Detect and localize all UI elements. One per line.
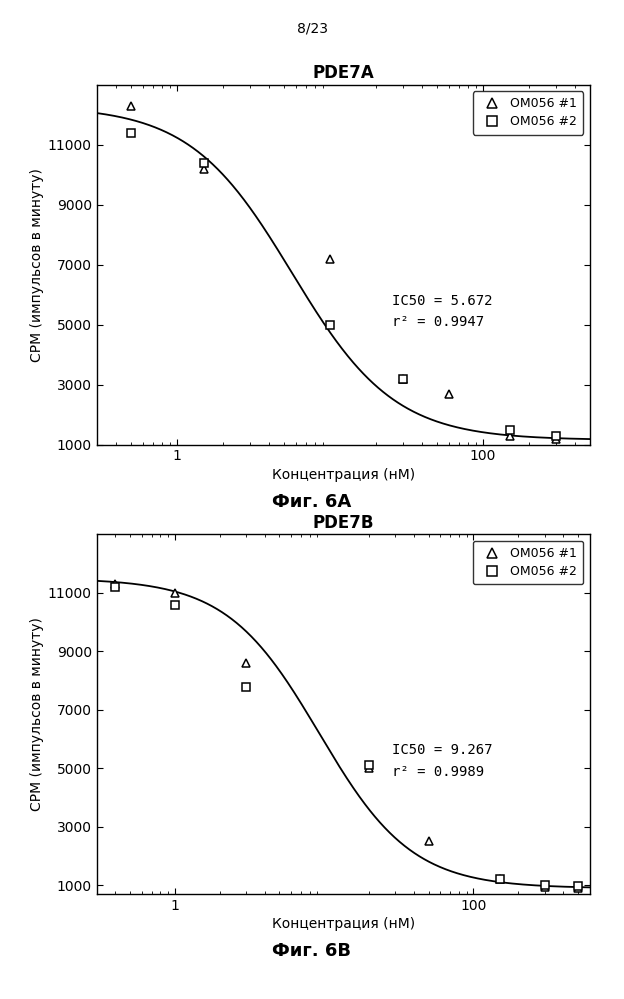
Text: 8/23: 8/23 (296, 22, 328, 36)
Y-axis label: СРМ (импульсов в минуту): СРМ (импульсов в минуту) (30, 168, 44, 362)
Title: PDE7A: PDE7A (313, 64, 374, 82)
Legend: OM056 #1, OM056 #2: OM056 #1, OM056 #2 (473, 91, 583, 135)
Legend: OM056 #1, OM056 #2: OM056 #1, OM056 #2 (473, 540, 583, 584)
X-axis label: Концентрация (нМ): Концентрация (нМ) (271, 917, 415, 931)
Text: Фиг. 6B: Фиг. 6B (273, 942, 351, 960)
Y-axis label: СРМ (импульсов в минуту): СРМ (импульсов в минуту) (30, 617, 44, 811)
Text: Фиг. 6A: Фиг. 6A (272, 493, 352, 510)
X-axis label: Концентрация (нМ): Концентрация (нМ) (271, 468, 415, 482)
Title: PDE7B: PDE7B (313, 513, 374, 531)
Text: IC50 = 9.267
r² = 0.9989: IC50 = 9.267 r² = 0.9989 (392, 743, 493, 779)
Text: IC50 = 5.672
r² = 0.9947: IC50 = 5.672 r² = 0.9947 (392, 294, 493, 330)
